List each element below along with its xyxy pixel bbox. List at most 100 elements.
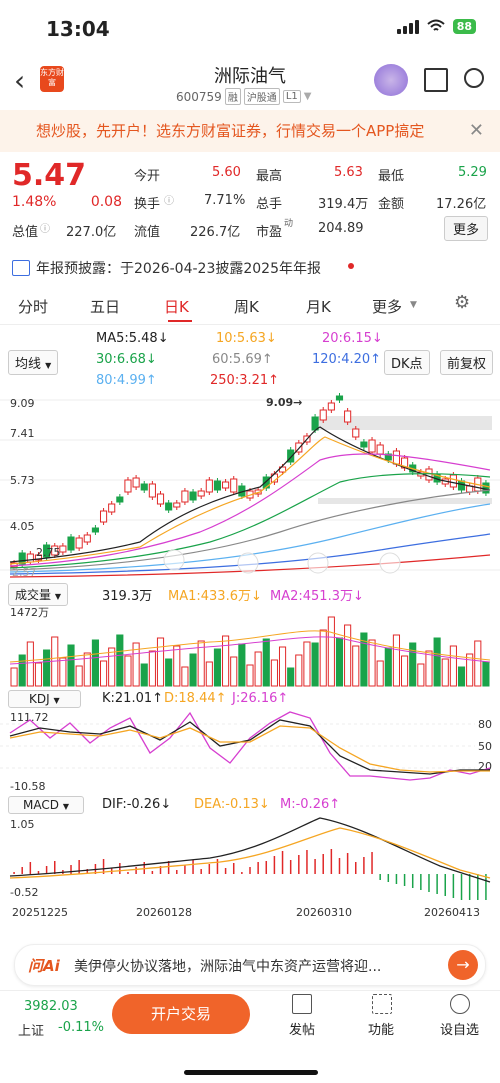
volume-bar (18, 654, 26, 687)
volume-bar (344, 624, 352, 687)
price-axis-4: 4.05 (10, 520, 35, 533)
ma5-line (9, 426, 491, 563)
more-button[interactable]: 更多 (444, 216, 489, 241)
chevron-down-icon[interactable]: ▼ (410, 300, 417, 310)
volume-bar (360, 632, 368, 687)
adjust-selector[interactable]: 前复权 (440, 350, 494, 375)
ma10-label: 10:5.63↓ (216, 331, 277, 346)
candle (319, 409, 327, 421)
volume-label: 总手 (256, 197, 283, 212)
tab-intraday[interactable]: 分时 (18, 298, 49, 316)
back-button[interactable]: ‹ (14, 64, 26, 97)
volume-bar (376, 660, 384, 687)
report-notice[interactable]: 年报预披露：于2026-04-23披露2025年年报 (36, 261, 321, 277)
candle (368, 439, 376, 453)
volume-bar (433, 637, 441, 687)
support-zone (318, 498, 492, 504)
candle (75, 537, 83, 549)
ai-news-bar[interactable] (14, 944, 486, 986)
indicator-selector-macd[interactable]: MACD ▼ (8, 796, 84, 814)
volume-bar (43, 649, 51, 687)
candle (376, 444, 384, 455)
share-icon[interactable] (424, 68, 448, 92)
chevron-down-icon: ▼ (62, 802, 69, 811)
watchlist-label[interactable]: 设自选 (440, 1023, 480, 1038)
more-dots-icon[interactable] (450, 994, 470, 1014)
promo-banner[interactable]: 想炒股，先开户！选东方财富证券，行情交易一个APP搞定 (0, 110, 500, 152)
nav-right-icon[interactable] (307, 552, 329, 574)
candle (262, 476, 270, 489)
volume-bar (311, 642, 319, 687)
volume-bar (116, 634, 124, 687)
kdj-j-line (9, 711, 491, 781)
volume-bar (26, 641, 34, 687)
post-label[interactable]: 发帖 (289, 1023, 316, 1038)
tab-five-day[interactable]: 五日 (90, 298, 121, 316)
ma60-line (9, 489, 491, 571)
date-label-2: 20260128 (136, 906, 192, 919)
grid-icon[interactable] (372, 994, 392, 1014)
volume-bar (457, 666, 466, 687)
search-icon[interactable] (464, 68, 484, 88)
tab-monthly-k[interactable]: 月K (306, 298, 331, 316)
macd-dea-line (9, 827, 491, 879)
tab-weekly-k[interactable]: 周K (234, 298, 259, 316)
turnover-label: 换手 (134, 197, 161, 212)
nav-left-icon[interactable] (237, 552, 259, 574)
volume-bar (10, 667, 18, 687)
kdj-level-50: 50 (478, 740, 492, 753)
dk-point-selector[interactable]: DK点 (384, 350, 430, 375)
indicator-selector-kdj[interactable]: KDJ ▼ (8, 690, 81, 708)
close-icon[interactable]: ✕ (468, 120, 484, 141)
battery-icon: 88 (452, 18, 476, 34)
ma80-label: 80:4.99↑ (96, 373, 157, 388)
candle (43, 544, 51, 558)
fullscreen-icon[interactable] (379, 552, 401, 574)
ma250-label: 250:3.21↑ (210, 373, 280, 388)
tab-more[interactable]: 更多 (372, 298, 403, 316)
notice-dot (348, 263, 354, 269)
macd-dif: DIF:-0.26↓ (102, 797, 172, 812)
candle (425, 468, 433, 481)
calendar-icon (12, 260, 30, 276)
gear-icon[interactable]: ⚙ (454, 292, 471, 313)
assistant-avatar[interactable] (374, 64, 408, 96)
dk-label: DK点 (391, 357, 423, 372)
post-icon[interactable] (292, 994, 312, 1014)
info-icon[interactable]: ⓘ (164, 196, 174, 207)
ma-selector[interactable]: 均线 ▼ (8, 350, 59, 375)
chevron-down-icon[interactable]: ▼ (303, 91, 312, 102)
low-value: 5.29 (458, 165, 487, 180)
candle (311, 416, 319, 431)
volume-bar (352, 645, 360, 687)
kline-chart[interactable] (0, 392, 500, 580)
kdj-k: K:21.01↑ (102, 691, 164, 706)
candle (165, 502, 173, 511)
arrow-right-icon[interactable]: → (448, 950, 478, 980)
float-label: 流值 (134, 225, 161, 240)
function-label[interactable]: 功能 (368, 1023, 395, 1038)
candle (83, 534, 91, 543)
nav-plus-icon[interactable] (163, 549, 185, 571)
kdj-j: J:26.16↑ (232, 691, 289, 706)
volume-bar (140, 663, 148, 687)
vol-value: 319.3万 (102, 589, 153, 604)
tab-daily-k[interactable]: 日K (164, 298, 189, 316)
index-value[interactable]: 3982.03 (24, 999, 78, 1014)
candle (205, 479, 213, 493)
kdj-chart (0, 711, 491, 781)
candle (222, 481, 230, 489)
trade-button[interactable]: 开户交易 (112, 994, 250, 1034)
signal-icon (396, 18, 419, 34)
amount-value: 17.26亿 (436, 197, 487, 212)
info-icon[interactable]: ⓘ (40, 224, 50, 235)
candle (344, 410, 352, 423)
ma20-line (9, 453, 491, 567)
ai-news-text: 美伊停火协议落地，洲际油气中东资产运营将迎... (74, 959, 382, 975)
indicator-selector-volume[interactable]: 成交量 ▼ (8, 583, 68, 606)
macd-chart (9, 817, 491, 900)
ma30-label: 30:6.68↓ (96, 352, 157, 367)
candle (352, 428, 360, 438)
kdj-level-80: 80 (478, 718, 492, 731)
volume-bar (270, 659, 278, 687)
